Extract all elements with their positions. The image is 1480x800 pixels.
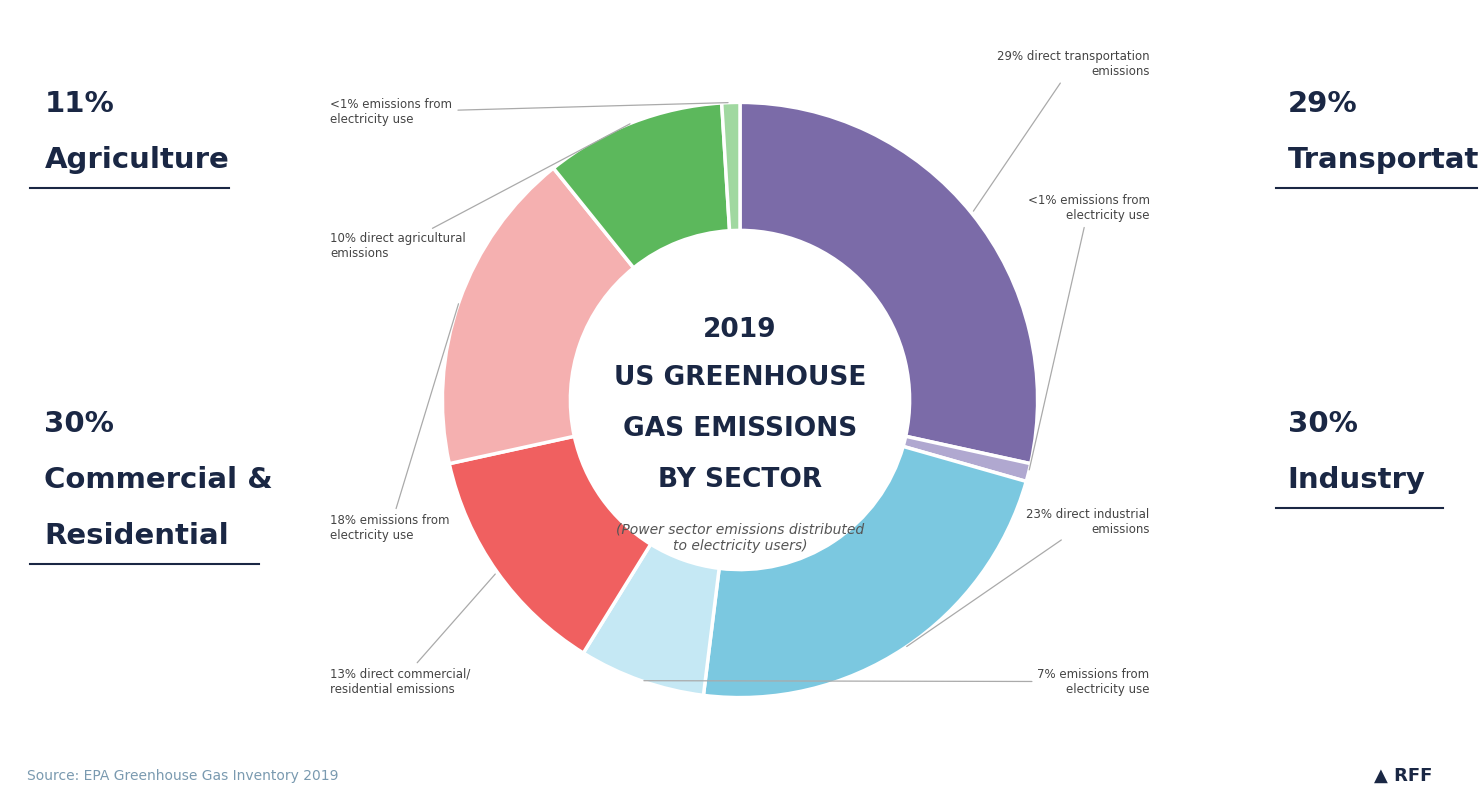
Wedge shape [903, 436, 1030, 482]
Wedge shape [703, 446, 1026, 698]
Wedge shape [443, 168, 633, 464]
Text: 23% direct industrial
emissions: 23% direct industrial emissions [907, 507, 1150, 646]
Text: 13% direct commercial/
residential emissions: 13% direct commercial/ residential emiss… [330, 574, 496, 696]
Text: Residential: Residential [44, 522, 229, 550]
Wedge shape [722, 102, 740, 230]
Wedge shape [450, 436, 651, 653]
Text: 18% emissions from
electricity use: 18% emissions from electricity use [330, 304, 459, 542]
Text: 10% direct agricultural
emissions: 10% direct agricultural emissions [330, 124, 630, 260]
Text: ▲ RFF: ▲ RFF [1375, 767, 1433, 785]
Text: <1% emissions from
electricity use: <1% emissions from electricity use [1027, 194, 1150, 470]
Text: BY SECTOR: BY SECTOR [659, 467, 821, 493]
Text: 7% emissions from
electricity use: 7% emissions from electricity use [644, 667, 1150, 696]
Text: Commercial &: Commercial & [44, 466, 272, 494]
Text: US GREENHOUSE: US GREENHOUSE [614, 365, 866, 390]
Text: Agriculture: Agriculture [44, 146, 229, 174]
Text: 30%: 30% [1288, 410, 1357, 438]
Text: Source: EPA Greenhouse Gas Inventory 2019: Source: EPA Greenhouse Gas Inventory 201… [27, 769, 337, 783]
Wedge shape [554, 103, 730, 268]
Text: Transportation: Transportation [1288, 146, 1480, 174]
Wedge shape [583, 544, 719, 695]
Text: 29%: 29% [1288, 90, 1357, 118]
Text: 11%: 11% [44, 90, 114, 118]
Wedge shape [740, 102, 1037, 464]
Text: Industry: Industry [1288, 466, 1425, 494]
Text: 2019: 2019 [703, 317, 777, 342]
Text: <1% emissions from
electricity use: <1% emissions from electricity use [330, 98, 728, 126]
Text: (Power sector emissions distributed
to electricity users): (Power sector emissions distributed to e… [616, 522, 864, 553]
Text: GAS EMISSIONS: GAS EMISSIONS [623, 416, 857, 442]
Text: 30%: 30% [44, 410, 114, 438]
Text: 29% direct transportation
emissions: 29% direct transportation emissions [974, 50, 1150, 211]
